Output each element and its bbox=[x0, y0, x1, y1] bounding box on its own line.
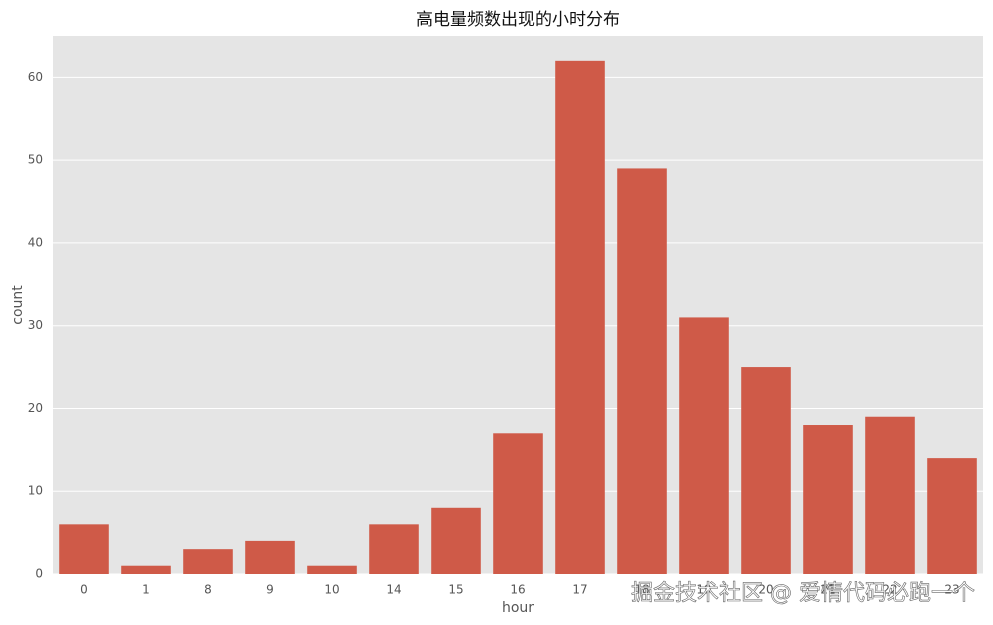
x-axis-label: hour bbox=[502, 600, 534, 616]
x-tick-label: 19 bbox=[696, 583, 711, 597]
x-tick-label: 9 bbox=[266, 583, 274, 597]
y-axis-label: count bbox=[10, 285, 26, 325]
x-tick-label: 8 bbox=[204, 583, 212, 597]
y-tick-label: 30 bbox=[28, 318, 43, 332]
y-tick-label: 0 bbox=[35, 567, 43, 581]
y-tick-label: 10 bbox=[28, 484, 43, 498]
x-tick-label: 15 bbox=[448, 583, 463, 597]
y-tick-label: 50 bbox=[28, 153, 43, 167]
bar bbox=[59, 524, 109, 574]
x-tick-label: 1 bbox=[142, 583, 150, 597]
x-tick-label: 14 bbox=[386, 583, 401, 597]
x-tick-label: 23 bbox=[944, 583, 959, 597]
bar bbox=[803, 425, 853, 574]
y-tick-label: 40 bbox=[28, 235, 43, 249]
x-tick-label: 20 bbox=[758, 583, 773, 597]
bar bbox=[307, 565, 357, 574]
x-tick-label: 22 bbox=[882, 583, 897, 597]
bars bbox=[59, 60, 977, 575]
bar bbox=[369, 524, 419, 574]
x-tick-label: 10 bbox=[324, 583, 339, 597]
bar bbox=[927, 458, 977, 574]
chart-title: 高电量频数出现的小时分布 bbox=[416, 10, 620, 30]
y-tick-label: 20 bbox=[28, 401, 43, 415]
x-tick-label: 0 bbox=[80, 583, 88, 597]
bar bbox=[555, 60, 605, 575]
bar bbox=[431, 507, 481, 574]
y-tick-label: 60 bbox=[28, 70, 43, 84]
bar bbox=[183, 549, 233, 574]
bar bbox=[617, 168, 667, 574]
bar bbox=[865, 416, 915, 574]
bar bbox=[493, 433, 543, 574]
bar bbox=[741, 367, 791, 574]
x-tick-label: 21 bbox=[820, 583, 835, 597]
bar bbox=[121, 565, 171, 574]
bar bbox=[679, 317, 729, 574]
x-tick-label: 17 bbox=[572, 583, 587, 597]
bar bbox=[245, 540, 295, 574]
x-tick-label: 16 bbox=[510, 583, 525, 597]
watermark: 掘金技术社区 @ 爱情代码必跑一个 bbox=[631, 581, 975, 606]
x-tick-label: 18 bbox=[634, 583, 649, 597]
